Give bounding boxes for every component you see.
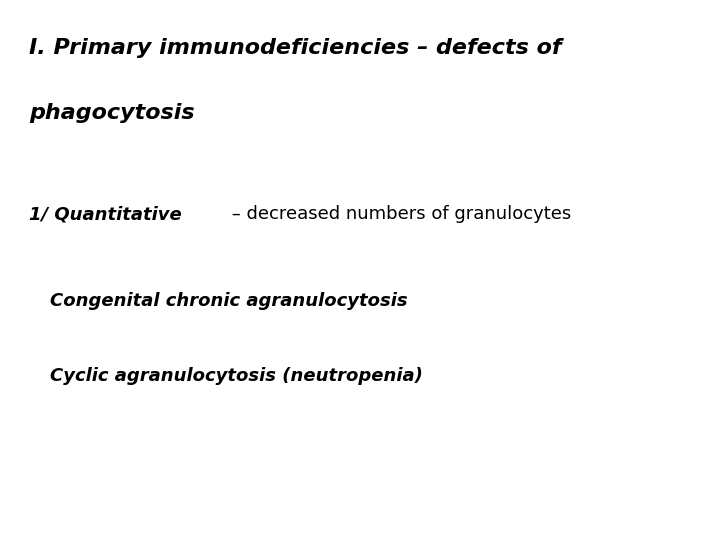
Text: – decreased numbers of granulocytes: – decreased numbers of granulocytes bbox=[226, 205, 571, 223]
Text: 1/ Quantitative: 1/ Quantitative bbox=[29, 205, 181, 223]
Text: phagocytosis: phagocytosis bbox=[29, 103, 194, 123]
Text: I. Primary immunodeficiencies – defects of: I. Primary immunodeficiencies – defects … bbox=[29, 38, 562, 58]
Text: Congenital chronic agranulocytosis: Congenital chronic agranulocytosis bbox=[50, 292, 408, 309]
Text: Cyclic agranulocytosis (neutropenia): Cyclic agranulocytosis (neutropenia) bbox=[50, 367, 423, 385]
